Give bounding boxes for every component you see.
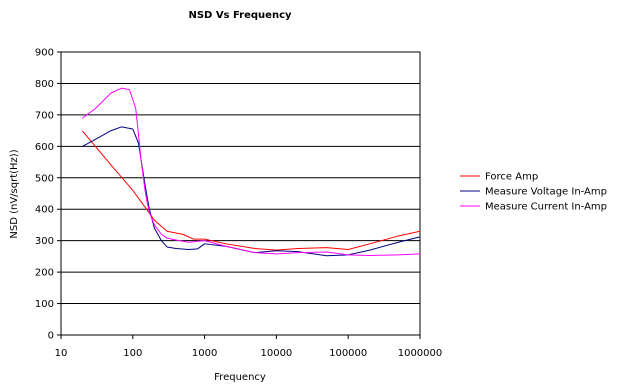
series-line-1 xyxy=(82,130,421,251)
plot-area xyxy=(60,51,421,336)
x-axis-label: Frequency xyxy=(214,372,266,383)
y-tick-label: 400 xyxy=(35,205,54,216)
y-tick-label: 900 xyxy=(35,48,54,59)
legend-label: Measure Current In-Amp xyxy=(485,202,607,213)
series-line-3 xyxy=(82,87,421,256)
x-tick-label: 100000 xyxy=(329,348,367,359)
y-tick-label: 0 xyxy=(48,331,54,342)
y-tick-label: 100 xyxy=(35,299,54,310)
x-tick-label: 1000 xyxy=(192,348,217,359)
legend-label: Measure Voltage In-Amp xyxy=(485,187,607,198)
gridlines xyxy=(61,82,420,305)
x-tick-label: 10 xyxy=(55,348,68,359)
legend: Force Amp Measure Voltage In-Amp Measure C… xyxy=(460,172,607,213)
y-tick-label: 600 xyxy=(35,142,54,153)
y-axis-label: NSD (nV/sqrt(Hz)) xyxy=(9,149,20,238)
y-tick-label: 300 xyxy=(35,236,54,247)
y-tick-label: 500 xyxy=(35,173,54,184)
series-line-2 xyxy=(82,126,421,257)
y-axis-ticks: 0 100 200 300 400 500 600 700 800 900 xyxy=(35,48,61,342)
chart-title: NSD Vs Frequency xyxy=(188,10,292,21)
series-lines xyxy=(82,87,421,257)
legend-label: Force Amp xyxy=(485,172,538,183)
y-tick-label: 800 xyxy=(35,79,54,90)
x-tick-label: 1000000 xyxy=(398,348,443,359)
y-tick-label: 200 xyxy=(35,268,54,279)
x-axis-ticks: 10 100 1000 10000 100000 1000000 xyxy=(55,335,443,359)
x-tick-label: 100 xyxy=(123,348,142,359)
y-tick-label: 700 xyxy=(35,110,54,121)
x-tick-label: 10000 xyxy=(260,348,292,359)
